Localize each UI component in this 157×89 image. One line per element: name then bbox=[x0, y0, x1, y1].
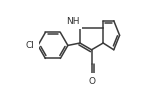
Text: NH: NH bbox=[66, 17, 79, 26]
Text: O: O bbox=[89, 77, 95, 86]
Text: Cl: Cl bbox=[25, 41, 34, 50]
